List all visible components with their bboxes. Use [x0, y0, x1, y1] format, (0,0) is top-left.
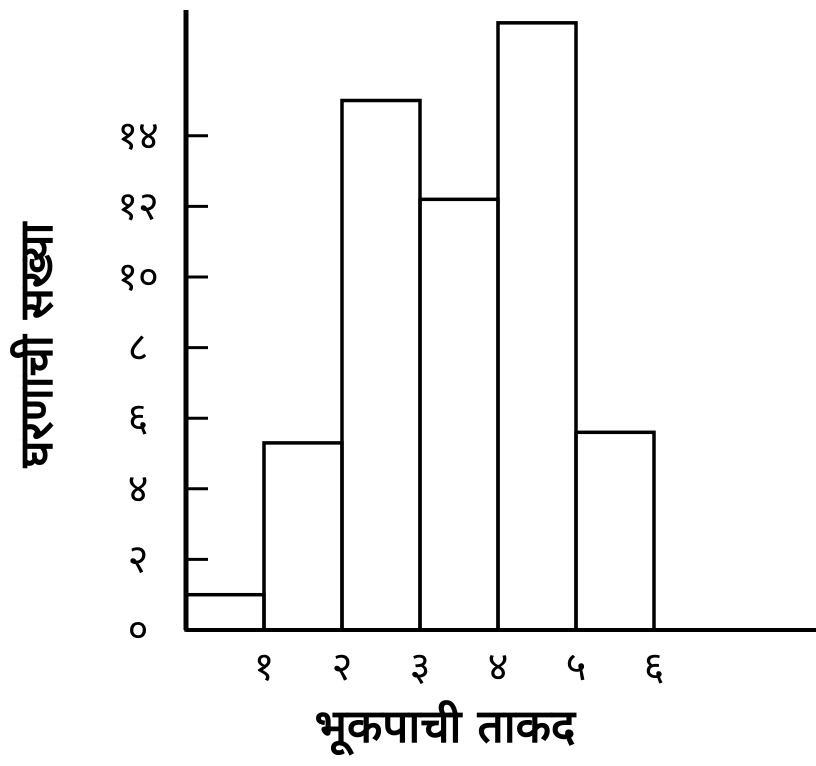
x-tick-label: २ — [332, 644, 353, 690]
y-tick-label: ६ — [128, 395, 149, 441]
y-tick-label: १२ — [117, 183, 159, 229]
y-tick-label: ४ — [128, 466, 149, 512]
y-axis-title: घरणाची सख्या — [9, 220, 63, 468]
x-axis-title: भूकपाची ताकद — [315, 699, 577, 756]
x-tick-label: ४ — [488, 644, 509, 690]
y-tick-label: १० — [117, 254, 159, 300]
histogram-bar — [340, 98, 422, 632]
y-tick-label: ० — [128, 607, 149, 653]
y-tick-label: २ — [128, 536, 149, 582]
histogram-bar — [184, 592, 266, 632]
histogram-bar — [496, 21, 578, 632]
histogram-bar — [418, 197, 500, 632]
histogram-bars — [184, 21, 656, 632]
x-tick-label: ६ — [644, 644, 665, 690]
x-tick-label: १ — [254, 644, 275, 690]
histogram-bar — [262, 441, 344, 632]
axes — [183, 10, 816, 632]
x-tick-label: ३ — [410, 644, 431, 690]
x-tick-label: ५ — [566, 644, 587, 690]
histogram-bar — [574, 430, 656, 632]
y-tick-label: ८ — [128, 325, 149, 371]
y-tick-label: १४ — [117, 113, 159, 159]
